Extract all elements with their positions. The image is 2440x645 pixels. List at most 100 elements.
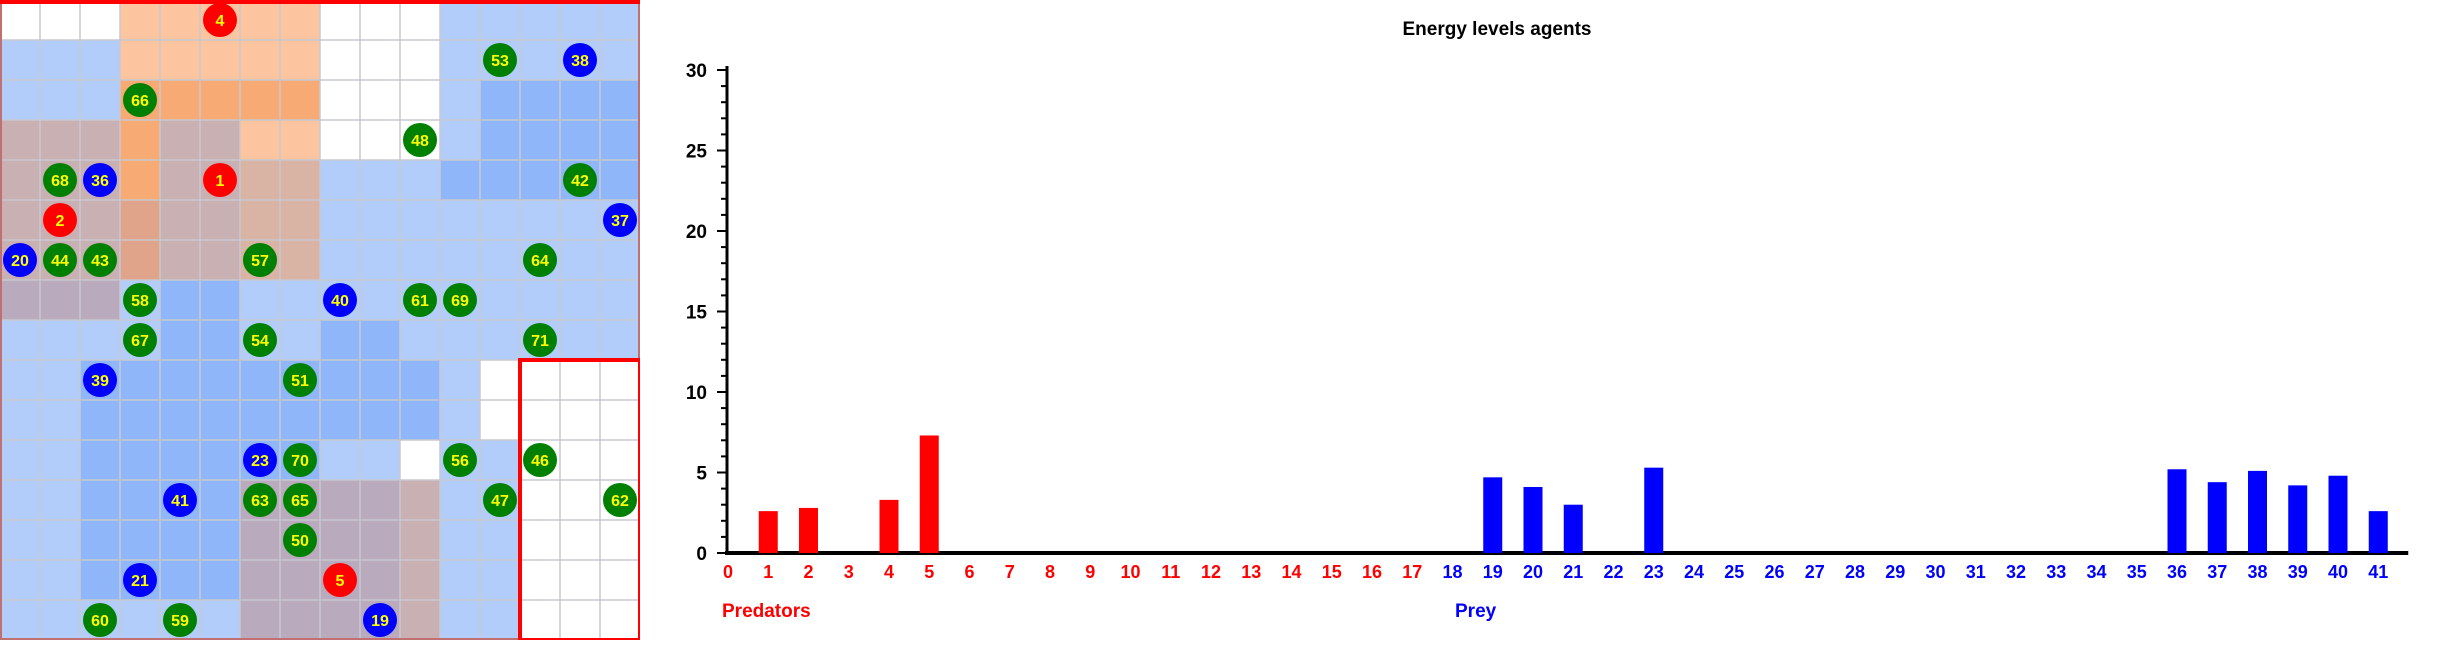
grid-cell	[600, 320, 640, 360]
prey-agent: 19	[363, 603, 397, 637]
grid-cell	[200, 400, 240, 440]
grid-cell	[360, 360, 400, 400]
grid-cell	[280, 240, 320, 280]
grid-cell	[240, 80, 280, 120]
grid-cell	[360, 40, 400, 80]
grid-cell	[80, 320, 120, 360]
grass-agent: 58	[123, 283, 157, 317]
predator-agent: 5	[323, 563, 357, 597]
grid-cell	[400, 320, 440, 360]
x-tick-label: 5	[924, 562, 934, 582]
grid-cell	[360, 80, 400, 120]
grid-cell	[40, 600, 80, 640]
x-tick-label: 20	[1523, 562, 1543, 582]
agent-label: 53	[491, 53, 509, 70]
grid-cell	[400, 40, 440, 80]
grid-cell	[80, 400, 120, 440]
grid-cell	[600, 360, 640, 400]
agent-label: 58	[131, 293, 149, 310]
prey-agent: 23	[243, 443, 277, 477]
grid-cell	[0, 400, 40, 440]
y-tick-label: 25	[686, 142, 708, 163]
agent-label: 54	[251, 333, 269, 350]
prey-agent: 20	[3, 243, 37, 277]
grid-cell	[40, 0, 80, 40]
grid-cell	[40, 360, 80, 400]
grid-cell	[360, 560, 400, 600]
grass-agent: 71	[523, 323, 557, 357]
predator-agent: 4	[203, 3, 237, 37]
grid-cell	[360, 440, 400, 480]
grid-cell	[600, 440, 640, 480]
y-tick-label: 30	[686, 61, 707, 82]
grid-cell	[360, 160, 400, 200]
grass-agent: 67	[123, 323, 157, 357]
grid-cell	[240, 200, 280, 240]
y-tick-label: 20	[686, 222, 707, 243]
agent-label: 21	[131, 573, 149, 590]
grass-agent: 53	[483, 43, 517, 77]
prey-agent: 21	[123, 563, 157, 597]
agent-label: 46	[531, 453, 549, 470]
x-tick-label: 16	[1362, 562, 1382, 582]
agent-label: 4	[216, 13, 225, 30]
grid-cell	[400, 560, 440, 600]
grid-cell	[80, 520, 120, 560]
energy-bar-21	[1563, 504, 1583, 553]
grid-cell	[600, 80, 640, 120]
grid-cell	[600, 120, 640, 160]
grid-cell	[200, 280, 240, 320]
grid-cell	[0, 440, 40, 480]
grid-cell	[0, 480, 40, 520]
grid-cell	[360, 480, 400, 520]
grid-cell	[480, 320, 520, 360]
grid-cell	[40, 400, 80, 440]
grid-cell	[400, 440, 440, 480]
energy-bar-1	[758, 511, 778, 553]
agent-label: 67	[131, 333, 149, 350]
grid-cell	[0, 40, 40, 80]
agent-label: 69	[451, 293, 469, 310]
grid-cell	[560, 400, 600, 440]
x-tick-label: 40	[2328, 562, 2348, 582]
grid-cell	[160, 160, 200, 200]
grid-cell	[0, 600, 40, 640]
grid-cell	[400, 200, 440, 240]
grid-cell	[160, 440, 200, 480]
grass-agent: 66	[123, 83, 157, 117]
grass-agent: 44	[43, 243, 77, 277]
grid-cell	[200, 600, 240, 640]
grass-agent: 65	[283, 483, 317, 517]
x-tick-label: 3	[844, 562, 854, 582]
grid-cell	[480, 0, 520, 40]
energy-bar-40	[2328, 475, 2348, 553]
grass-agent: 42	[563, 163, 597, 197]
grid-cell	[480, 440, 520, 480]
grid-cell	[440, 520, 480, 560]
grass-agent: 63	[243, 483, 277, 517]
grass-agent: 47	[483, 483, 517, 517]
grid-cell	[240, 360, 280, 400]
energy-bar-23	[1644, 467, 1664, 553]
grid-cell	[240, 280, 280, 320]
agent-label: 48	[411, 133, 429, 150]
grid-cell	[520, 520, 560, 560]
grid-cell	[160, 40, 200, 80]
grid-cell	[600, 520, 640, 560]
grass-agent: 57	[243, 243, 277, 277]
grid-cell	[240, 400, 280, 440]
grid-cell	[600, 160, 640, 200]
grass-agent: 48	[403, 123, 437, 157]
grid-cell	[560, 320, 600, 360]
grid-cell	[400, 520, 440, 560]
grid-cell	[560, 200, 600, 240]
x-tick-label: 36	[2167, 562, 2187, 582]
grid-cell	[440, 80, 480, 120]
energy-bar-20	[1523, 486, 1543, 553]
grid-cell	[40, 40, 80, 80]
grid-cell	[440, 360, 480, 400]
x-tick-label: 2	[803, 562, 813, 582]
agent-label: 5	[336, 573, 345, 590]
agent-label: 62	[611, 493, 629, 510]
agent-label: 61	[411, 293, 429, 310]
